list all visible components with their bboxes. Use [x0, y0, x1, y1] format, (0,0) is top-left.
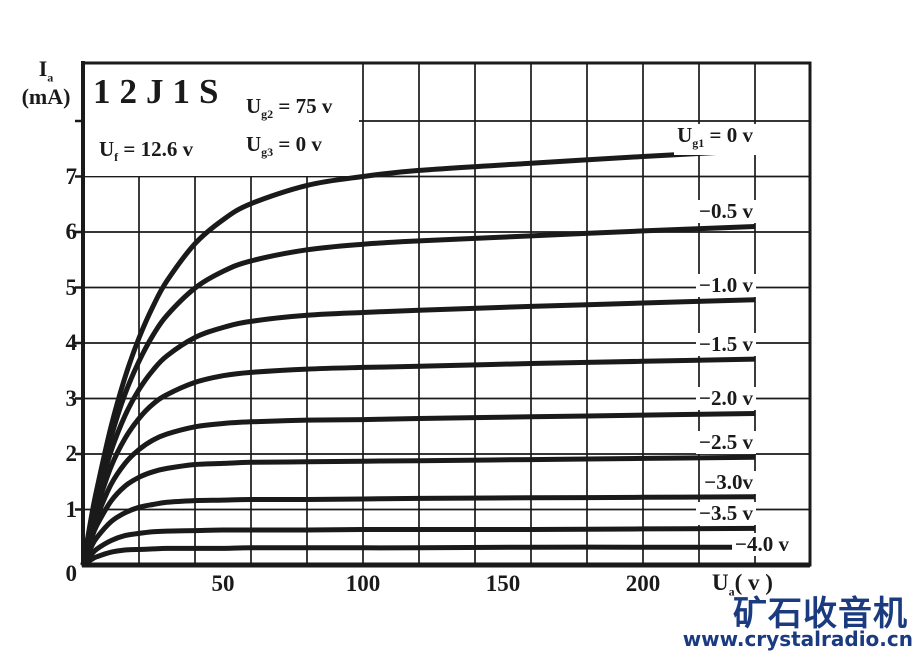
curves: [80, 147, 756, 568]
curve-ug1-minus-0.5v: [80, 224, 756, 566]
y-tick-label-1: 1: [65, 496, 78, 522]
curve-ug1-0v: [80, 147, 756, 566]
annotation-ug2: Ug2 = 75 v: [246, 94, 333, 122]
watermark-site-url: www.crystalradio.cn: [682, 627, 913, 651]
curve-ug1-minus-1.5v: [80, 356, 756, 566]
x-tick-label-50: 50: [211, 571, 235, 596]
curve-label-7: −3.5 v: [696, 502, 756, 525]
curve-label-8: −4.0 v: [732, 533, 792, 556]
y-tick-label-6: 6: [65, 219, 78, 244]
x-axis-title: Ua( v ): [712, 570, 773, 599]
annotation-uf: Uf = 12.6 v: [99, 137, 194, 165]
curve-ug1-minus-3v: [80, 494, 756, 567]
y-axis-title: Ia: [38, 56, 54, 85]
curve-ug1-minus-1v: [80, 297, 756, 566]
y-tick-label-2: 2: [65, 441, 78, 466]
x-tick-label-150: 150: [485, 571, 521, 596]
curve-label-1: −0.5 v: [696, 200, 756, 223]
watermark-site-name: 矿石收音机: [733, 594, 908, 634]
curve-ug1-minus-4v: [81, 544, 756, 568]
y-tick-label-3: 3: [65, 385, 78, 411]
y-tick-label-7: 7: [65, 163, 78, 189]
y-axis-unit: (mA): [21, 84, 71, 109]
curve-ug1-minus-2.5v: [80, 454, 756, 566]
curve-label-2: −1.0 v: [696, 274, 756, 297]
curve-label-5: −2.5 v: [696, 431, 756, 454]
y-tick-label-4: 4: [65, 330, 78, 355]
y-tick-label-5: 5: [65, 274, 78, 300]
y-tick-label-0: 0: [65, 561, 78, 586]
x-tick-label-200: 200: [625, 571, 661, 596]
curve-label-0: Ug1 = 0 v: [674, 123, 756, 156]
curve-ug1-minus-3.5v: [81, 525, 756, 567]
title-box: [84, 64, 359, 176]
chart-title: 12J1S: [93, 72, 228, 111]
curve-label-4: −2.0 v: [696, 387, 756, 410]
curve-label-3: −1.5 v: [696, 333, 756, 356]
annotation-ug3: Ug3 = 0 v: [246, 132, 322, 160]
x-tick-label-100: 100: [345, 571, 381, 596]
curve-ug1-minus-2v: [80, 411, 756, 566]
curve-label-6: −3.0v: [701, 471, 756, 494]
